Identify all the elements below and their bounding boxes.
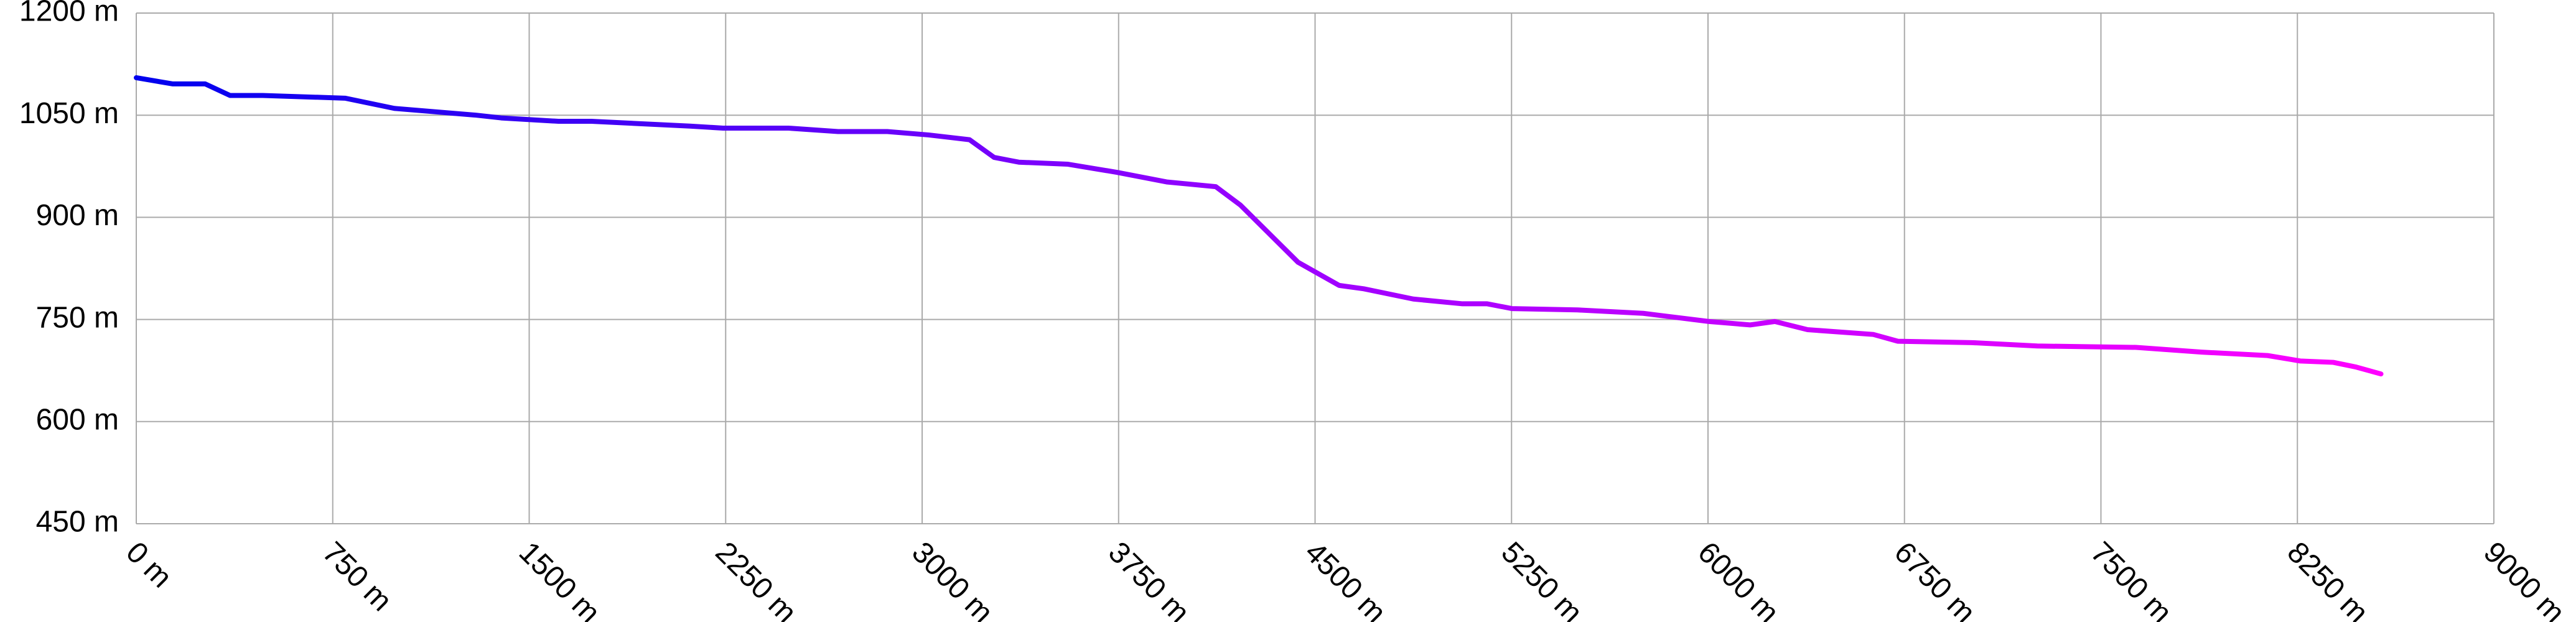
x-tick-label: 6000 m [1691,536,1785,622]
x-tick-label: 2250 m [709,536,803,622]
y-tick-label: 750 m [36,301,119,334]
x-tick-label: 3000 m [905,536,999,622]
x-tick-label: 4500 m [1299,536,1393,622]
y-tick-label: 600 m [36,403,119,436]
x-tick-label: 6750 m [1888,536,1982,622]
x-tick-label: 0 m [119,536,178,594]
elevation-line [134,75,2384,377]
x-tick-label: 8250 m [2281,536,2375,622]
y-tick-label: 1200 m [19,0,119,28]
x-tick-label: 750 m [316,536,398,618]
x-tick-label: 1500 m [513,536,607,622]
x-tick-label: 3750 m [1102,536,1196,622]
y-tick-label: 450 m [36,506,119,539]
y-tick-label: 1050 m [19,97,119,130]
x-tick-label: 9000 m [2477,536,2571,622]
y-tick-label: 900 m [36,199,119,232]
x-tick-label: 5250 m [1495,536,1589,622]
x-tick-label: 7500 m [2084,536,2178,622]
